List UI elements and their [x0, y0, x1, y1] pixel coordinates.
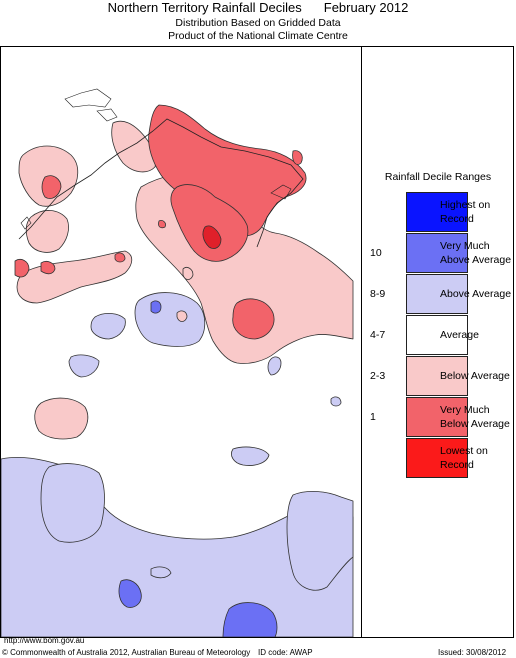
- legend-label: Below Average: [440, 356, 512, 396]
- footer-url[interactable]: http://www.bom.gov.au: [4, 636, 85, 645]
- subtitle-distribution: Distribution Based on Gridded Data: [175, 17, 341, 29]
- legend-range: 4-7: [370, 329, 386, 341]
- legend-label: Very Much Below Average: [440, 397, 512, 437]
- region-east-coast-very-much-below: [292, 150, 303, 165]
- title-text: Northern Territory Rainfall Deciles: [107, 0, 302, 15]
- region-small-north-below-average: [176, 310, 188, 322]
- region-north-coast-below-average: [111, 120, 156, 173]
- legend-label-line1: Highest on: [440, 199, 491, 211]
- very-much-above-average-regions: [118, 300, 342, 637]
- legend-divider: [361, 46, 362, 638]
- region-northwest-below-average: [16, 250, 133, 304]
- legend-range: 10: [370, 247, 382, 259]
- region-southwest-below-average: [34, 397, 89, 440]
- legend-swatch-below-average: [406, 356, 468, 396]
- legend-label-line1: Average: [440, 329, 479, 341]
- region-southwest-small-above-average: [68, 354, 100, 378]
- legend-title: Rainfall Decile Ranges: [384, 171, 492, 183]
- footer-id-code: ID code: AWAP: [258, 648, 313, 657]
- rainfall-decile-map: [1, 47, 361, 637]
- region-southeast-small-above-average: [231, 446, 270, 466]
- legend-range: 1: [370, 411, 376, 423]
- subtitle-product: Product of the National Climate Centre: [168, 30, 348, 42]
- legend-label: Very Much Above Average: [440, 233, 512, 273]
- legend-label-line1: Below Average: [440, 370, 510, 382]
- legend-label: Highest on Record: [440, 192, 512, 232]
- legend-row-above-average: 8-9 Above Average: [370, 274, 514, 314]
- legend-swatch-very-much-below: [406, 397, 468, 437]
- region-south-small-above-average: [150, 566, 172, 579]
- legend-row-highest: Highest on Record: [370, 192, 514, 232]
- legend-label-line1: Above Average: [440, 288, 512, 300]
- legend-row-below-average: 2-3 Below Average: [370, 356, 514, 396]
- legend-row-lowest: Lowest on Record: [370, 438, 514, 478]
- legend-label: Above Average: [440, 274, 512, 314]
- legend-swatch-lowest: [406, 438, 468, 478]
- region-west-small-very-much-below: [40, 261, 56, 275]
- legend-label-line2: Below Average: [440, 418, 510, 430]
- legend-label-line1: Very Much: [440, 404, 490, 416]
- legend-range: [370, 438, 406, 478]
- legend-range: 2-3: [370, 370, 386, 382]
- legend-row-very-much-below: 1 Very Much Below Average: [370, 397, 514, 437]
- region-southeast-very-much-above: [222, 602, 278, 637]
- title-period: February 2012: [323, 0, 409, 15]
- legend-range: 8-9: [370, 288, 386, 300]
- region-north-coast-very-much-below: [148, 104, 307, 237]
- region-central-lowest: [202, 225, 222, 249]
- region-east-above-average: [286, 491, 354, 591]
- legend-row-average: 4-7 Average: [370, 315, 514, 355]
- region-west-very-much-below: [14, 259, 30, 278]
- legend-swatch-average: [406, 315, 468, 355]
- map-title: Northern Territory Rainfall Deciles Febru…: [0, 0, 516, 15]
- region-east-small-above-average: [267, 356, 282, 376]
- region-east-very-small-above: [330, 396, 342, 407]
- region-west-central-very-much-above: [150, 300, 162, 314]
- legend-label-line2: Above Average: [440, 254, 512, 266]
- region-top-end-coast-below-average: [25, 210, 69, 253]
- coastal-detail: [20, 88, 292, 230]
- legend-label: Average: [440, 315, 512, 355]
- region-small-west-very-much-below: [158, 220, 166, 229]
- region-east-very-much-below: [232, 298, 275, 340]
- region-southwest-above-average: [40, 463, 105, 543]
- legend-label-line1: Very Much: [440, 240, 490, 252]
- very-much-below-average-regions: [14, 104, 307, 340]
- legend-swatch-highest: [406, 192, 468, 232]
- footer-copyright: © Commonwealth of Australia 2012, Austra…: [2, 648, 251, 657]
- lowest-on-record-regions: [202, 225, 222, 249]
- region-south-very-much-above: [118, 579, 142, 608]
- region-west-central-above-average: [134, 292, 206, 347]
- region-west-above-average: [90, 313, 126, 340]
- legend-range: [370, 192, 406, 232]
- legend-label: Lowest on Record: [440, 438, 512, 478]
- legend-label-line1: Lowest on: [440, 445, 488, 457]
- region-northwest-very-much-below: [41, 175, 62, 199]
- legend-row-very-much-above: 10 Very Much Above Average: [370, 233, 514, 273]
- region-small-south-below-average: [182, 267, 194, 280]
- map-frame: [0, 46, 514, 638]
- legend-label-line2: Record: [440, 213, 474, 225]
- legend-swatch-above-average: [406, 274, 468, 314]
- region-central-very-much-below: [170, 184, 249, 262]
- legend-label-line2: Record: [440, 459, 474, 471]
- footer-issued: Issued: 30/08/2012: [438, 648, 507, 657]
- legend-swatch-very-much-above: [406, 233, 468, 273]
- region-small-very-much-below: [114, 252, 126, 263]
